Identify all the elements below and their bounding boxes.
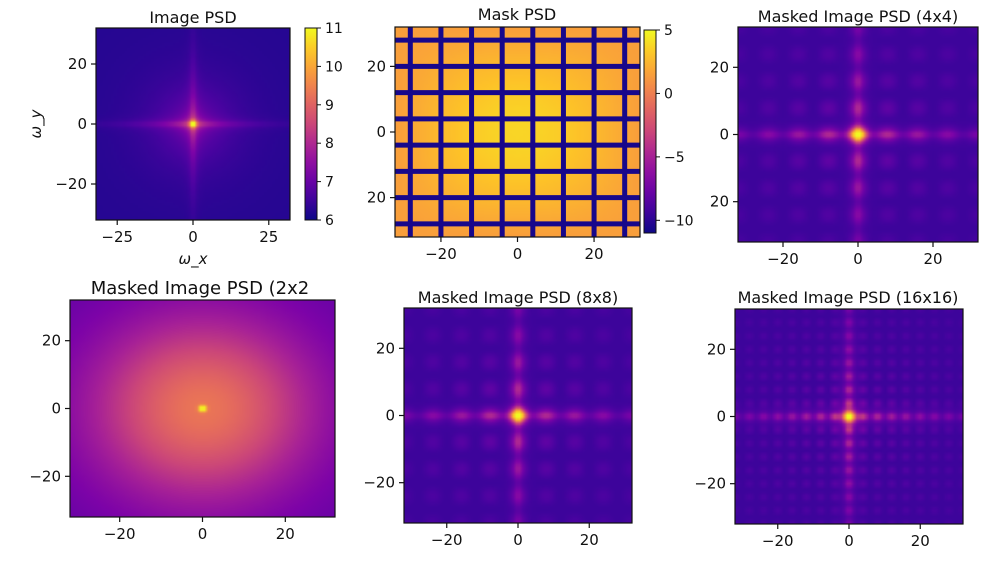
heatmap-image — [96, 28, 290, 220]
mask-gridline-horizontal — [395, 63, 640, 69]
x-tick-label: 20 — [585, 245, 604, 263]
y-tick-label: 20 — [376, 339, 395, 357]
heatmap-image — [735, 309, 963, 524]
chart-title: Masked Image PSD (8x8) — [418, 288, 618, 307]
mask-gridline-horizontal — [395, 168, 640, 174]
y-tick-label: 20 — [367, 57, 386, 75]
colorbar-tick-label: −5 — [664, 150, 685, 166]
x-tick-label: −25 — [101, 228, 133, 246]
heatmap-image — [70, 300, 335, 517]
x-tick-label: 25 — [259, 228, 278, 246]
colorbar — [643, 29, 657, 234]
y-tick-label: 0 — [716, 408, 726, 426]
y-tick-label: 0 — [376, 123, 386, 141]
x-tick-label: −20 — [431, 531, 463, 549]
y-tick-label: −20 — [55, 175, 87, 193]
mask-gridline-vertical — [469, 27, 475, 237]
y-tick-label: −20 — [363, 474, 395, 492]
colorbar-tick-label: 10 — [325, 59, 343, 75]
y-tick-label: 20 — [42, 332, 61, 350]
x-tick-label: −20 — [767, 250, 799, 268]
y-tick-label: 20 — [707, 340, 726, 358]
x-tick-label: 0 — [853, 250, 863, 268]
x-tick-label: 0 — [188, 228, 198, 246]
colorbar-tick-label: −10 — [664, 213, 694, 229]
chart-title: Image PSD — [149, 8, 236, 27]
y-tick-label: 20 — [710, 193, 729, 211]
colorbar-tick-label: 5 — [664, 23, 673, 39]
x-tick-label: 20 — [923, 250, 942, 268]
colorbar-tick-label: 9 — [325, 98, 334, 114]
x-tick-label: 0 — [844, 532, 854, 550]
y-tick-label: 0 — [51, 400, 61, 418]
colorbar-tick-label: 6 — [325, 213, 334, 229]
colorbar-tick-label: 8 — [325, 136, 334, 152]
mask-gridline-horizontal — [395, 221, 640, 227]
mask-gridline-horizontal — [395, 90, 640, 96]
y-tick-label: 0 — [719, 126, 729, 144]
x-tick-label: 0 — [513, 245, 523, 263]
mask-gridline-horizontal — [395, 37, 640, 43]
x-tick-label: 20 — [580, 531, 599, 549]
mask-gridline-horizontal — [395, 142, 640, 148]
y-axis-label: ω_y — [27, 108, 46, 138]
x-tick-label: 0 — [513, 531, 523, 549]
colorbar — [304, 27, 318, 221]
y-tick-label: 0 — [385, 407, 395, 425]
heatmap-image — [404, 308, 632, 523]
x-tick-label: 0 — [198, 525, 208, 543]
chart-title: Mask PSD — [478, 5, 556, 24]
chart-title: Masked Image PSD (2x2 — [91, 278, 309, 299]
y-tick-label: 20 — [367, 189, 386, 207]
x-tick-label: 20 — [276, 525, 295, 543]
mask-gridline-horizontal — [395, 116, 640, 122]
y-tick-label: 20 — [710, 58, 729, 76]
mask-gridline-vertical — [407, 27, 413, 237]
colorbar-tick-label: 7 — [325, 175, 334, 191]
y-tick-label: −20 — [29, 467, 61, 485]
heatmap-image — [738, 27, 978, 242]
y-tick-label: 20 — [68, 55, 87, 73]
colorbar-tick-label: 0 — [664, 86, 673, 102]
mask-gridline-vertical — [438, 27, 444, 237]
heatmap-image — [395, 27, 640, 237]
x-tick-label: −20 — [762, 532, 794, 550]
x-tick-label: 20 — [911, 532, 930, 550]
y-tick-label: −20 — [694, 475, 726, 493]
mask-gridline-vertical — [530, 27, 536, 237]
mask-gridline-vertical — [622, 27, 628, 237]
x-tick-label: −20 — [425, 245, 457, 263]
mask-gridline-horizontal — [395, 195, 640, 201]
chart-title: Masked Image PSD (4x4) — [758, 7, 958, 26]
y-tick-label: 0 — [77, 115, 87, 133]
mask-gridline-vertical — [499, 27, 505, 237]
mask-gridline-vertical — [591, 27, 597, 237]
x-tick-label: −20 — [104, 525, 136, 543]
colorbar-tick-label: 11 — [325, 21, 343, 37]
x-axis-label: ω_x — [179, 250, 208, 269]
mask-gridline-vertical — [560, 27, 566, 237]
chart-title: Masked Image PSD (16x16) — [738, 288, 959, 307]
